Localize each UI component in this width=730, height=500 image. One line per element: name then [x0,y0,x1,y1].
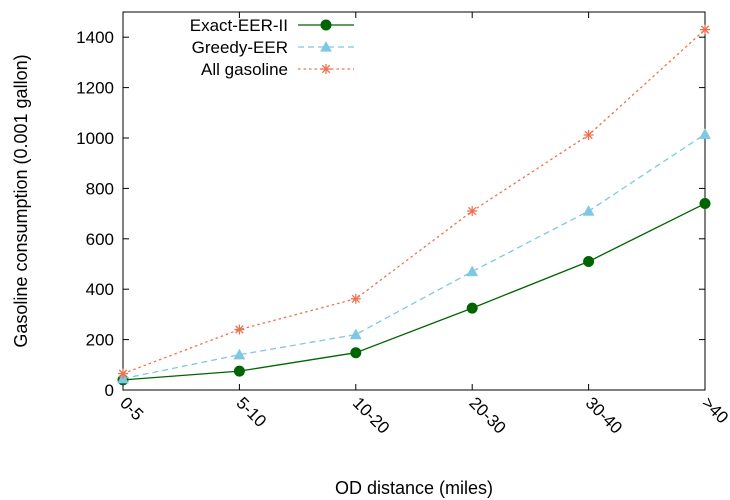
x-tick-label: 10-20 [349,393,393,437]
legend-label: Exact-EER-II [190,16,288,35]
legend-marker [321,64,331,74]
data-point [350,293,361,304]
y-axis-title: Gasoline consumption (0.001 gallon) [11,54,31,347]
star-stroke [700,25,710,34]
series-line [122,202,706,381]
data-point [582,205,595,216]
series-greedy-eer [117,128,711,384]
star-stroke [235,325,244,334]
data-point [233,348,246,360]
series-line [122,29,706,375]
star-stroke [467,206,477,216]
data-point [583,255,595,267]
x-tick-label: 0-5 [116,393,147,424]
y-tick-label: 200 [86,331,114,350]
data-point [583,129,594,140]
y-tick-label: 1400 [76,28,114,47]
x-tick-label: >40 [698,393,730,427]
legend: Exact-EER-II Greedy-EER All gasoline [190,16,354,79]
star-stroke [118,369,128,378]
data-point [466,302,478,314]
data-point [233,365,245,377]
data-point [699,198,711,210]
data-point [467,206,478,217]
data-point [700,24,710,35]
legend-marker [320,19,332,31]
legend-label: Greedy-EER [192,38,288,57]
data-point [118,368,128,379]
x-tick-label: 5-10 [233,393,270,430]
legend-label: All gasoline [201,60,288,79]
data-point [349,328,362,340]
y-tick-label: 400 [86,280,114,299]
data-point [234,324,245,335]
data-point [350,347,362,359]
series-exact-eer-ii [117,198,711,386]
x-axis-title: OD distance (miles) [335,478,493,498]
legend-marker [320,40,332,52]
y-tick-label: 600 [86,230,114,249]
data-point [466,265,479,277]
series-all-gasoline [118,24,710,379]
series-layer [117,24,711,386]
star-stroke [584,130,593,140]
plot-axes: 0 200 400 600 800 1000 1200 1400 0-5 5-10 10-20 20-… [76,11,730,438]
series-line [122,133,706,380]
y-tick-label: 800 [86,179,114,198]
x-tick-label: 20-30 [465,393,509,437]
data-point [699,128,711,139]
star-stroke [321,64,331,74]
star-stroke [351,294,361,303]
x-tick-label: 30-40 [582,393,626,437]
y-tick-label: 0 [105,381,114,400]
y-tick-label: 1200 [76,79,114,98]
y-tick-label: 1000 [76,129,114,148]
